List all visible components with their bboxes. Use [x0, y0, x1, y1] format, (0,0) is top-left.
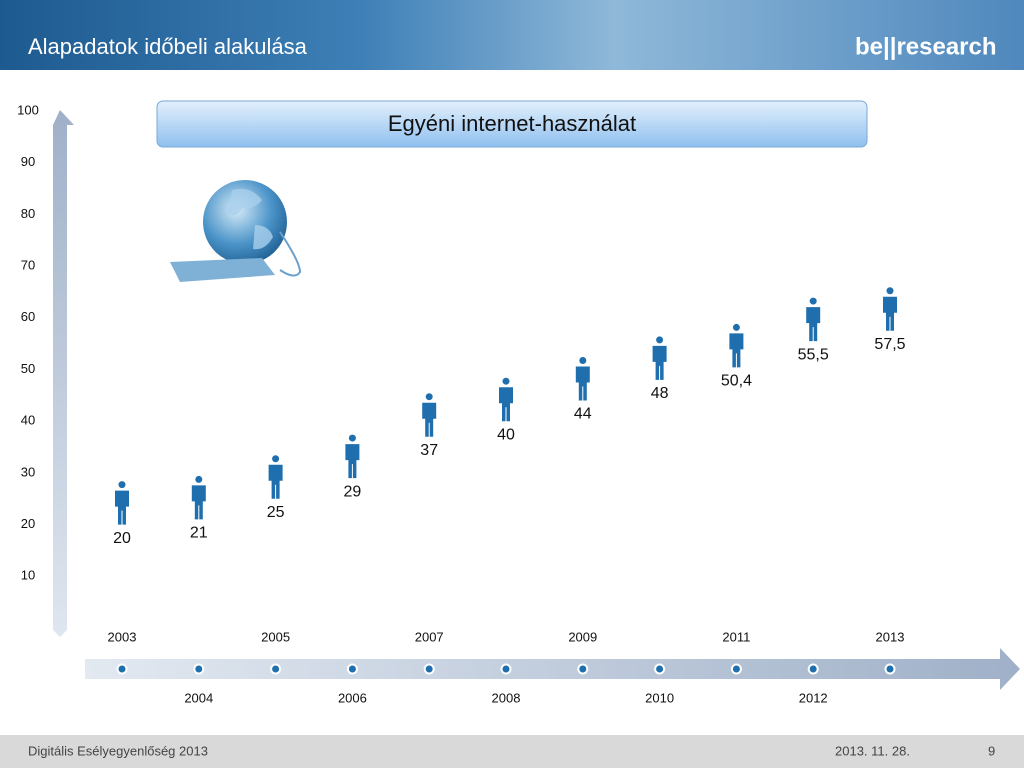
person-head: [118, 481, 126, 489]
x-tick-label: 2010: [645, 690, 674, 705]
person-head: [809, 297, 817, 305]
person-head: [195, 475, 203, 483]
x-tick-label: 2011: [722, 629, 750, 644]
person-icon: [422, 393, 437, 437]
timeline-dot-inner: [886, 665, 894, 673]
x-tick-label: 2008: [492, 690, 521, 705]
data-label: 57,5: [874, 336, 905, 353]
data-label: 29: [344, 483, 362, 500]
logo: be||research: [855, 33, 997, 60]
data-label: 50,4: [721, 373, 752, 390]
data-label: 40: [497, 426, 515, 443]
timeline-dot-inner: [425, 665, 433, 673]
person-head: [732, 323, 740, 331]
y-tick-label: 20: [21, 516, 35, 531]
page-number: 9: [988, 743, 995, 758]
timeline-dot-inner: [118, 665, 126, 673]
timeline-dot-inner: [579, 665, 587, 673]
chart-title: Egyéni internet-használat: [388, 111, 636, 136]
person-body: [115, 490, 129, 525]
y-tick-label: 60: [21, 309, 35, 324]
y-tick-label: 50: [21, 361, 35, 376]
person-head: [425, 393, 433, 401]
timeline-dot-inner: [502, 665, 510, 673]
person-icon: [268, 455, 283, 499]
x-tick-label: 2005: [261, 629, 290, 644]
y-tick-label: 80: [21, 206, 35, 221]
person-icon: [806, 297, 821, 342]
footer-date: 2013. 11. 28.: [835, 743, 910, 758]
y-tick-label: 90: [21, 154, 35, 169]
y-tick-label: 10: [21, 568, 35, 583]
x-tick-label: 2012: [799, 690, 828, 705]
person-head: [348, 434, 356, 442]
person-head: [886, 287, 894, 295]
person-icon: [652, 336, 667, 380]
data-label: 48: [651, 385, 669, 402]
header-title: Alapadatok időbeli alakulása: [28, 34, 308, 59]
person-icon: [883, 287, 897, 331]
x-tick-label: 2003: [108, 629, 137, 644]
x-tick-label: 2004: [184, 690, 213, 705]
data-label: 20: [113, 530, 131, 547]
timeline-dot-inner: [348, 665, 356, 673]
person-body: [575, 366, 590, 401]
data-label: 25: [267, 504, 285, 521]
person-body: [191, 485, 206, 520]
person-icon: [575, 357, 590, 401]
y-tick-label: 30: [21, 464, 35, 479]
plot: 10 20 30 40 50 60 70 80 90 100 2003 20 2004 21 2005 25 2…: [17, 102, 906, 705]
title-box: [156, 100, 868, 148]
person-icon: [729, 323, 744, 368]
person-body: [652, 345, 667, 380]
footer-text: Digitális Esélyegyenlőség 2013: [28, 743, 208, 758]
x-tick-label: 2007: [415, 629, 444, 644]
timeline-dot-inner: [809, 665, 817, 673]
person-icon: [345, 434, 360, 479]
timeline-dot-inner: [272, 665, 280, 673]
data-label: 21: [190, 525, 208, 542]
data-label: 37: [420, 442, 438, 459]
person-head: [579, 357, 587, 365]
person-body: [499, 387, 513, 422]
x-tick-label: 2013: [876, 629, 905, 644]
timeline-dot-inner: [195, 665, 203, 673]
x-tick-label: 2009: [568, 629, 597, 644]
data-label: 44: [574, 406, 592, 423]
y-tick-label: 100: [17, 102, 39, 117]
person-head: [272, 455, 280, 463]
person-body: [883, 296, 897, 331]
x-axis-arrow: [85, 648, 1020, 690]
person-icon: [499, 377, 513, 422]
person-head: [502, 377, 510, 385]
person-body: [345, 444, 360, 479]
person-body: [422, 402, 437, 437]
person-head: [656, 336, 664, 344]
header-bg: [0, 0, 1024, 70]
timeline-dot-inner: [656, 665, 664, 673]
footer-bg: [0, 735, 1024, 768]
person-body: [729, 333, 744, 368]
data-label: 55,5: [798, 346, 829, 363]
y-tick-label: 40: [21, 413, 35, 428]
globe-illustration: [170, 180, 302, 282]
y-tick-label: 70: [21, 258, 35, 273]
y-axis-arrow: [53, 110, 74, 637]
x-tick-label: 2006: [338, 690, 367, 705]
timeline-dot-inner: [732, 665, 740, 673]
person-body: [806, 307, 821, 342]
person-icon: [115, 481, 129, 525]
person-body: [268, 464, 283, 499]
person-icon: [191, 475, 206, 520]
